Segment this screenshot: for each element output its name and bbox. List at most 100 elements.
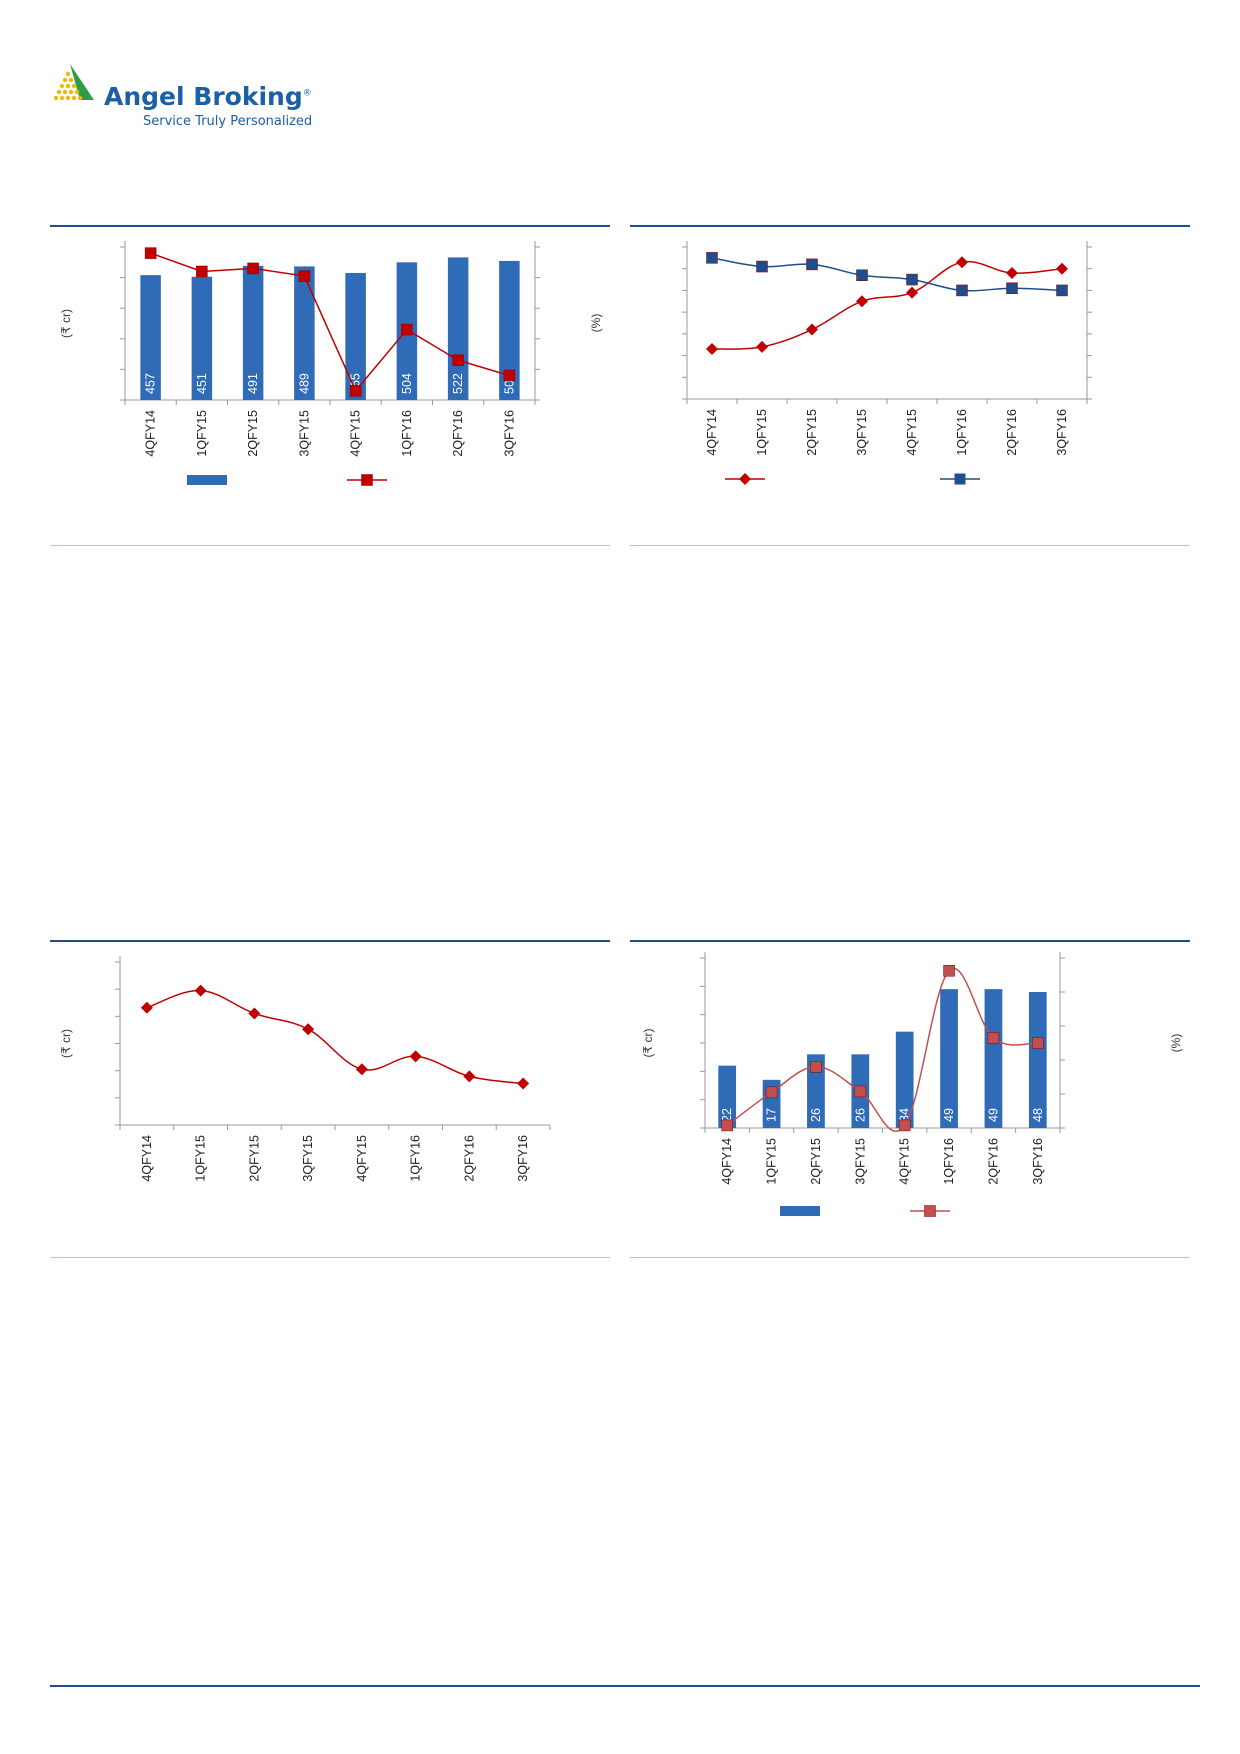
chart2-top-rule [630, 225, 1190, 227]
series-marker [906, 273, 918, 286]
chart-margin-panel: (%) 4QFY14 1QFY15 2QFY15 3QFY15 4QFY15 1QFY16 2… [589, 227, 1190, 547]
x-tick-label: 1QFY15 [194, 1135, 208, 1182]
x-tick-label: 1QFY16 [409, 1135, 423, 1182]
bar-data-label: 49 [942, 1108, 956, 1122]
series-marker [452, 354, 464, 366]
x-tick-label: 1QFY16 [400, 410, 414, 457]
chart4-bottom-rule [630, 1257, 1190, 1258]
series-marker [706, 252, 718, 264]
logo-pyramid-icon [53, 64, 94, 101]
x-tick-label: 4QFY15 [898, 1138, 912, 1185]
x-tick-label: 3QFY16 [516, 1135, 530, 1182]
series-marker [302, 1023, 315, 1036]
series-line [146, 989, 524, 1085]
bar-data-label: 48 [1031, 1108, 1045, 1122]
legend-bar-key [187, 475, 227, 485]
x-tick-label: 2QFY16 [451, 410, 465, 457]
chart-profit-panel: (₹ cr) (%) 4QFY14 1QFY15 2QFY15 3QFY15 4QFY15 1… [630, 942, 1190, 1262]
series-marker [140, 1001, 153, 1014]
x-tick-label: 2QFY15 [246, 410, 260, 457]
angel-broking-logo: Angel Broking® Service Truly Personalize… [50, 62, 313, 137]
series-marker [1032, 1037, 1044, 1049]
x-tick-label: 3QFY15 [853, 1138, 867, 1185]
bar-data-label: 489 [297, 373, 311, 394]
x-tick-label: 1QFY16 [955, 409, 969, 456]
x-tick-label: 4QFY14 [140, 1135, 154, 1182]
bar-data-label: 17 [765, 1108, 779, 1122]
series-marker [987, 1032, 1000, 1044]
series-marker [247, 262, 259, 275]
bar-data-label: 457 [144, 373, 158, 394]
series-marker [756, 340, 768, 353]
x-tick-label: 1QFY15 [765, 1138, 779, 1185]
x-tick-label: 2QFY15 [805, 409, 819, 456]
series-marker [956, 256, 968, 269]
legend-bar-key [780, 1206, 820, 1216]
x-tick-label: 4QFY15 [355, 1135, 369, 1182]
bar [345, 272, 366, 400]
bar-data-label: 26 [809, 1108, 823, 1122]
series-marker [856, 295, 868, 308]
series-line [150, 252, 510, 393]
series-marker [1006, 267, 1018, 280]
series-marker [810, 1061, 822, 1073]
x-tick-label: 1QFY15 [755, 409, 769, 456]
series-marker [706, 343, 718, 356]
x-tick-label: 3QFY15 [855, 409, 869, 456]
series-marker [144, 247, 157, 259]
bar [242, 265, 264, 400]
series-marker [1056, 284, 1068, 297]
bar [191, 276, 213, 400]
series-marker [196, 265, 208, 278]
chart1-bottom-rule [50, 545, 610, 546]
series-marker [298, 270, 311, 282]
bar-data-label: 451 [195, 373, 209, 394]
legend-line-marker [954, 473, 966, 485]
x-tick-label: 3QFY15 [297, 410, 311, 457]
single-line-chart: (₹ cr) 4QFY14 1QFY15 2QFY15 3QFY15 4QFY15 1QFY… [59, 956, 551, 1182]
x-tick-label: 4QFY14 [720, 1138, 734, 1185]
series-marker [765, 1086, 778, 1099]
series-marker [756, 260, 768, 273]
x-tick-label: 3QFY15 [301, 1135, 315, 1182]
series-marker [906, 286, 918, 299]
series-marker [355, 1063, 368, 1076]
y-axis-label: (₹ cr) [59, 1029, 73, 1058]
bar-data-label: 522 [451, 373, 465, 394]
bar [140, 275, 161, 400]
logo-tagline: Service Truly Personalized [143, 114, 313, 129]
x-tick-label: 2QFY15 [247, 1135, 261, 1182]
series-marker [943, 965, 955, 977]
x-tick-label: 4QFY14 [705, 409, 719, 456]
series-marker [898, 1119, 911, 1132]
chart2-bottom-rule [630, 545, 1190, 546]
series-marker [503, 369, 516, 382]
x-tick-label: 2QFY16 [986, 1138, 1000, 1185]
x-tick-label: 3QFY16 [502, 410, 516, 457]
margin-line-chart: (%) 4QFY14 1QFY15 2QFY15 3QFY15 4QFY15 1QFY16 2… [589, 241, 1092, 485]
bar [294, 266, 315, 400]
revenue-bar-line-chart: (₹ cr) 4QFY14 1QFY15 2QFY15 3QFY15 4QFY15 1QFY… [59, 241, 540, 486]
y-axis-label: (₹ cr) [641, 1029, 655, 1058]
x-tick-label: 2QFY15 [809, 1138, 823, 1185]
x-tick-label: 3QFY16 [1055, 409, 1069, 456]
x-tick-label: 1QFY15 [195, 410, 209, 457]
x-tick-label: 3QFY16 [1031, 1138, 1045, 1185]
chart-revenue-panel: (₹ cr) 4QFY14 1QFY15 2QFY15 3QFY15 4QFY15 1QFY… [50, 227, 610, 547]
bar [984, 989, 1003, 1128]
x-tick-label: 2QFY16 [1005, 409, 1019, 456]
series-marker [517, 1077, 530, 1090]
series-marker [194, 984, 207, 997]
bar [940, 989, 958, 1128]
bar [1028, 992, 1047, 1128]
x-tick-label: 2QFY16 [462, 1135, 476, 1182]
series-marker [349, 385, 362, 397]
chart1-top-rule [50, 225, 610, 227]
series-marker [806, 323, 818, 336]
y2-axis-label: (%) [1169, 1034, 1183, 1053]
series-marker [956, 284, 968, 297]
legend-line-marker [739, 473, 751, 485]
bar-data-label: 504 [400, 373, 414, 394]
x-tick-label: 4QFY15 [349, 410, 363, 457]
bar [499, 260, 520, 400]
